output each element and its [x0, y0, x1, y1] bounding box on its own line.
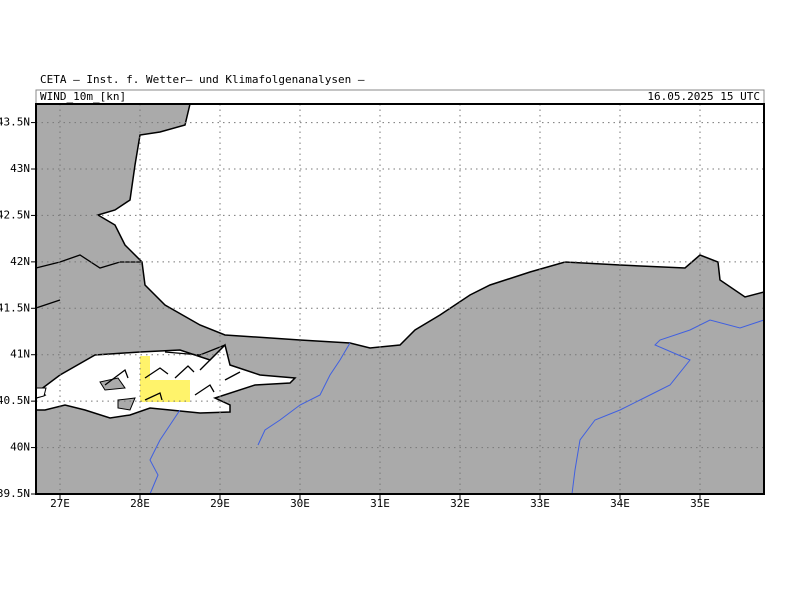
- x-tick-label: 28E: [130, 497, 150, 510]
- y-tick-label: 41N: [10, 348, 30, 361]
- rivers: [149, 319, 765, 495]
- y-tick-label: 42.5N: [0, 208, 30, 221]
- map: [35, 103, 765, 495]
- y-tick-label: 43.5N: [0, 116, 30, 129]
- y-tick-label: 40N: [10, 441, 30, 454]
- x-tick-label: 34E: [610, 497, 630, 510]
- y-tick-label: 42N: [10, 255, 30, 268]
- borders: [35, 254, 226, 356]
- x-tick-label: 32E: [450, 497, 470, 510]
- x-tick-label: 27E: [50, 497, 70, 510]
- y-tick-label: 43N: [10, 162, 30, 175]
- header-title: CETA – Inst. f. Wetter– und Klimafolgena…: [40, 73, 365, 86]
- x-tick-label: 31E: [370, 497, 390, 510]
- x-tick-label: 30E: [290, 497, 310, 510]
- wind-shading: [140, 356, 190, 402]
- wind-barbs: [104, 359, 241, 401]
- x-tick-label: 29E: [210, 497, 230, 510]
- y-tick-label: 39.5N: [0, 487, 30, 500]
- x-tick-label: 33E: [530, 497, 550, 510]
- map-frame: [35, 103, 765, 495]
- valid-time: 16.05.2025 15 UTC: [647, 90, 760, 103]
- variable-label: WIND_10m_[kn]: [40, 90, 126, 103]
- y-tick-label: 41.5N: [0, 301, 30, 314]
- x-tick-label: 35E: [690, 497, 710, 510]
- black-sea: [96, 103, 765, 349]
- y-tick-label: 40.5N: [0, 394, 30, 407]
